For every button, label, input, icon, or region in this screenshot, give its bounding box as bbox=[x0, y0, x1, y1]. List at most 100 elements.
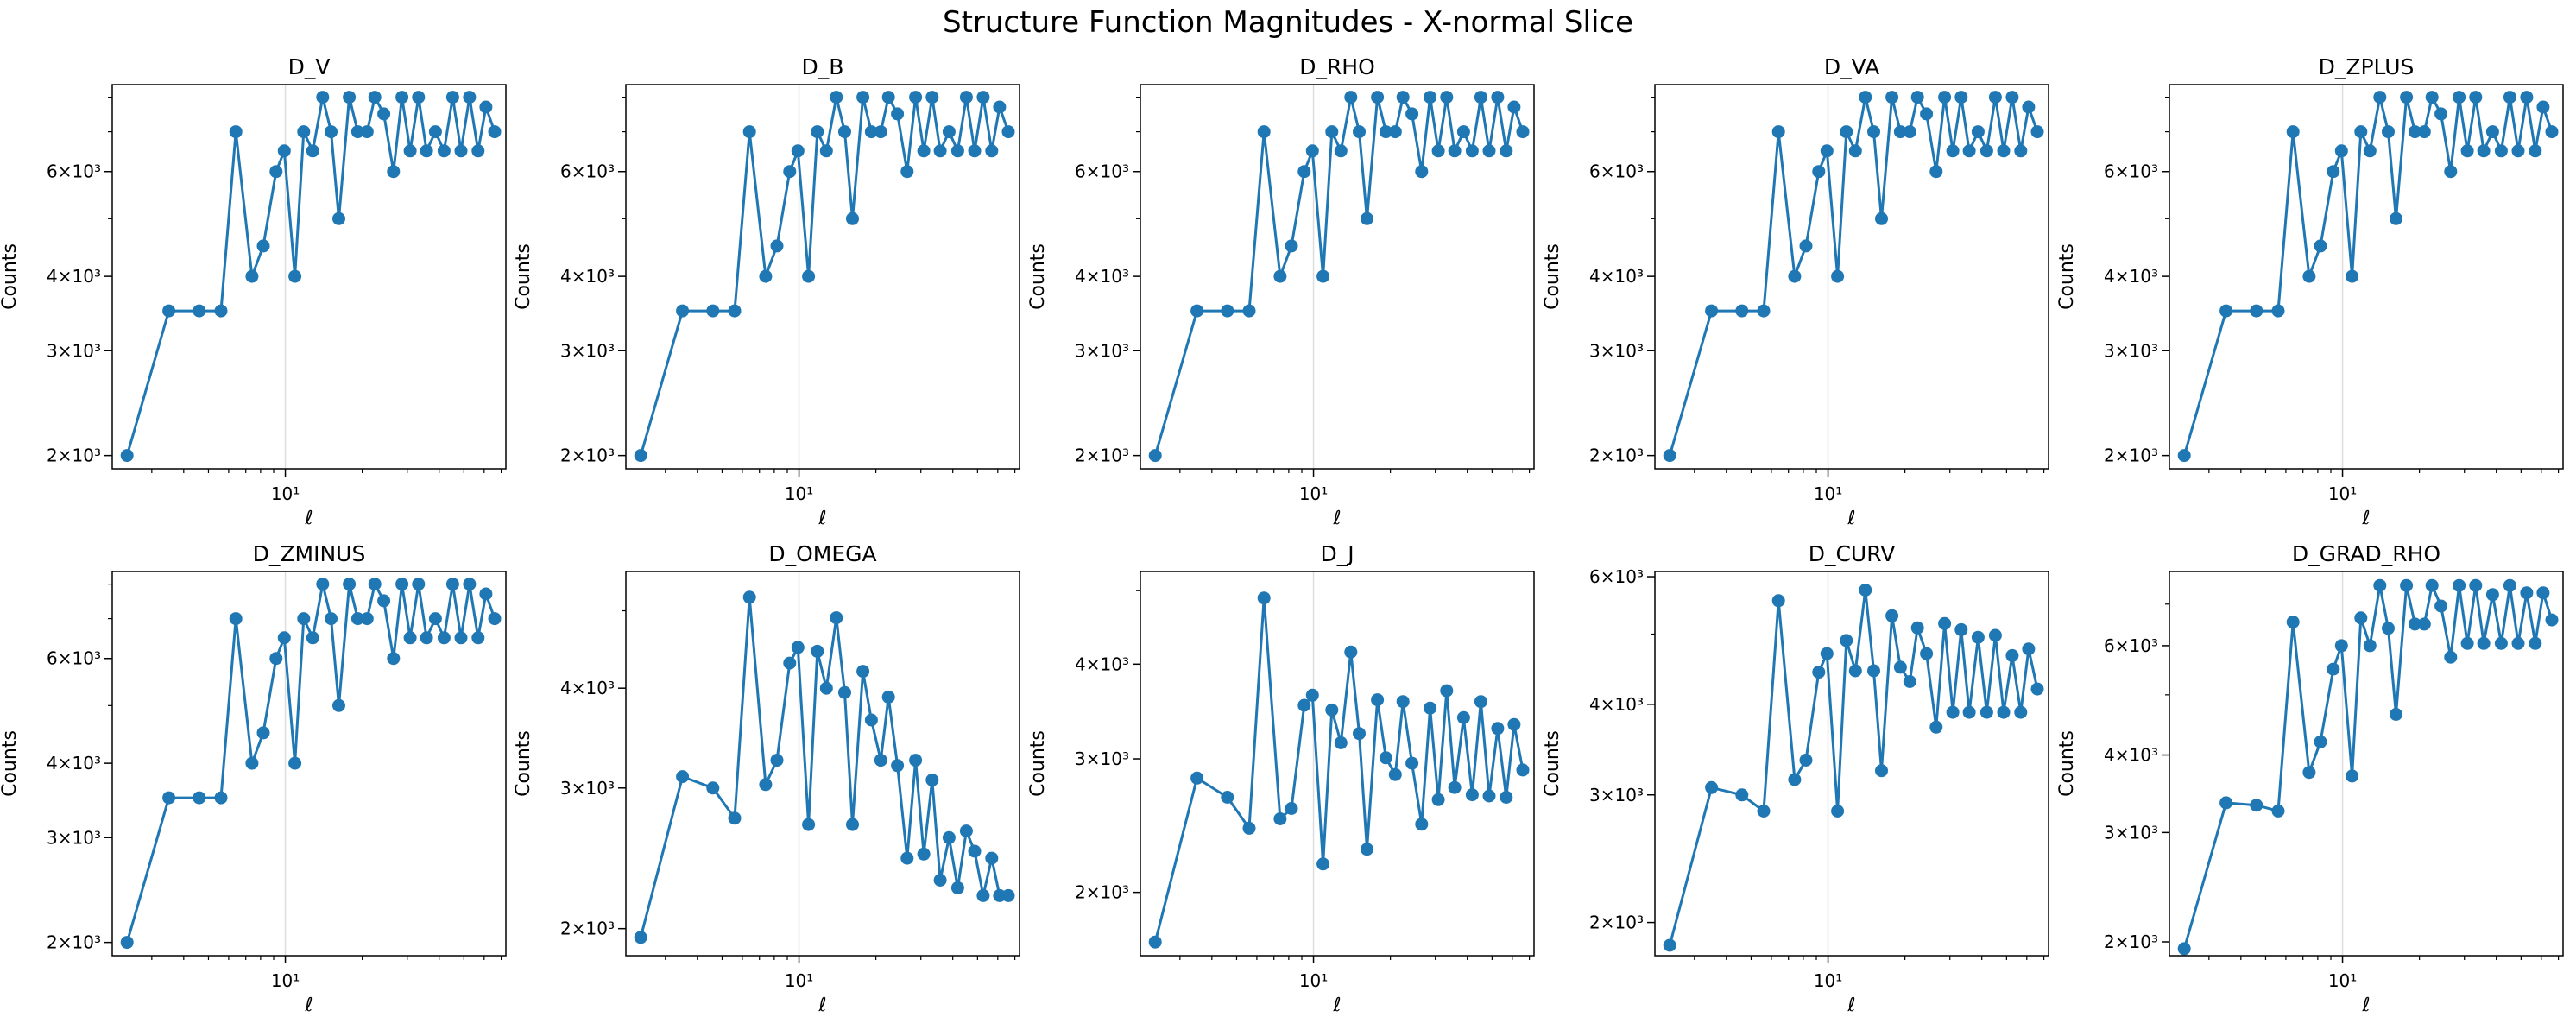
data-point bbox=[791, 144, 805, 158]
data-point bbox=[1379, 751, 1392, 765]
data-point bbox=[2460, 636, 2474, 650]
data-point bbox=[2444, 650, 2458, 664]
data-point bbox=[874, 754, 887, 767]
data-point bbox=[332, 698, 345, 712]
y-axis-label: Counts bbox=[513, 730, 534, 797]
data-point bbox=[1491, 722, 1505, 736]
figure-title: Structure Function Magnitudes - X-normal… bbox=[942, 5, 1633, 40]
data-point bbox=[1334, 736, 1348, 749]
y-tick-label: 4×10³ bbox=[1589, 694, 1644, 715]
x-axis-label: ℓ bbox=[1847, 508, 1855, 529]
data-point bbox=[1456, 125, 1470, 139]
data-point bbox=[1285, 802, 1298, 815]
data-point bbox=[387, 165, 401, 179]
y-tick-label: 4×10³ bbox=[560, 678, 615, 698]
data-point bbox=[1516, 125, 1530, 139]
data-point bbox=[1929, 165, 1943, 179]
data-point bbox=[2327, 165, 2340, 179]
data-point bbox=[2477, 144, 2491, 158]
data-point bbox=[993, 100, 1007, 114]
data-point bbox=[332, 212, 345, 225]
data-point bbox=[471, 631, 485, 645]
data-point bbox=[297, 612, 311, 626]
y-tick-label: 3×10³ bbox=[47, 827, 101, 848]
subplot-d-zminus: 10¹ 2×10³ 3×10³ 4×10³ 6×10³ D_ZMINUS ℓ Counts bbox=[0, 541, 507, 1016]
plot-frame bbox=[2169, 84, 2564, 470]
series-line bbox=[1153, 597, 1525, 943]
data-point bbox=[1344, 645, 1358, 659]
data-point bbox=[1305, 144, 1319, 158]
data-point bbox=[1474, 91, 1487, 104]
data-point bbox=[1325, 125, 1339, 139]
data-point bbox=[2250, 304, 2263, 318]
data-point bbox=[942, 830, 956, 844]
data-point bbox=[343, 578, 357, 591]
data-point bbox=[2271, 304, 2285, 318]
data-point bbox=[1273, 269, 1287, 283]
data-point bbox=[214, 791, 228, 805]
data-point bbox=[214, 304, 228, 318]
data-point bbox=[479, 587, 493, 601]
data-point bbox=[2503, 578, 2516, 592]
data-point bbox=[1482, 144, 1496, 158]
y-tick-label: 3×10³ bbox=[560, 778, 615, 799]
data-point bbox=[942, 125, 956, 139]
y-tick-label: 6×10³ bbox=[1075, 161, 1129, 182]
data-point bbox=[1297, 165, 1311, 179]
data-point bbox=[1344, 91, 1358, 104]
data-point bbox=[1962, 705, 1976, 719]
plot-frame bbox=[625, 84, 1020, 470]
data-point bbox=[2536, 586, 2550, 600]
data-point bbox=[1757, 805, 1771, 818]
data-point bbox=[2363, 639, 2377, 653]
data-point bbox=[1757, 304, 1771, 318]
data-point bbox=[917, 144, 931, 158]
data-point bbox=[387, 652, 401, 666]
data-point bbox=[676, 304, 690, 318]
x-axis-label: ℓ bbox=[1332, 508, 1341, 529]
plot-frame bbox=[2169, 571, 2564, 957]
data-point bbox=[2014, 144, 2028, 158]
data-point bbox=[1910, 91, 1924, 104]
data-point bbox=[1507, 717, 1521, 731]
data-point bbox=[412, 91, 426, 104]
data-point bbox=[1001, 125, 1015, 139]
data-point bbox=[2382, 622, 2395, 635]
data-point bbox=[2302, 766, 2316, 780]
data-point bbox=[229, 612, 243, 626]
subplot-title: D_B bbox=[802, 54, 844, 79]
subplot-d-v: 10¹ 2×10³ 3×10³ 4×10³ 6×10³ D_V ℓ Counts bbox=[0, 54, 507, 529]
data-point bbox=[2219, 796, 2233, 810]
data-point bbox=[2434, 107, 2448, 121]
data-point bbox=[420, 144, 433, 158]
x-tick-label: 10¹ bbox=[271, 970, 300, 991]
data-point bbox=[1379, 125, 1392, 139]
x-tick-label: 10¹ bbox=[785, 970, 813, 991]
y-axis-label: Counts bbox=[0, 730, 21, 797]
data-point bbox=[1859, 91, 1872, 104]
data-point bbox=[976, 888, 990, 902]
data-point bbox=[1405, 756, 1419, 770]
data-point bbox=[2022, 642, 2036, 656]
data-point bbox=[2030, 682, 2044, 696]
data-point bbox=[2334, 639, 2348, 653]
data-point bbox=[1820, 647, 1834, 660]
data-point bbox=[162, 304, 176, 318]
data-point bbox=[2545, 613, 2559, 627]
data-point bbox=[2334, 144, 2348, 158]
data-point bbox=[1431, 144, 1445, 158]
data-point bbox=[488, 125, 502, 139]
x-tick-label: 10¹ bbox=[785, 483, 813, 504]
data-point bbox=[2363, 144, 2377, 158]
data-point bbox=[1500, 144, 1513, 158]
data-point bbox=[428, 125, 442, 139]
data-point bbox=[229, 125, 243, 139]
data-point bbox=[1273, 812, 1287, 825]
data-point bbox=[2417, 125, 2431, 139]
data-point bbox=[479, 100, 493, 114]
data-point bbox=[193, 304, 206, 318]
data-point bbox=[325, 125, 338, 139]
y-tick-label: 3×10³ bbox=[1589, 785, 1644, 805]
data-point bbox=[2400, 91, 2414, 104]
data-point bbox=[1788, 269, 1802, 283]
